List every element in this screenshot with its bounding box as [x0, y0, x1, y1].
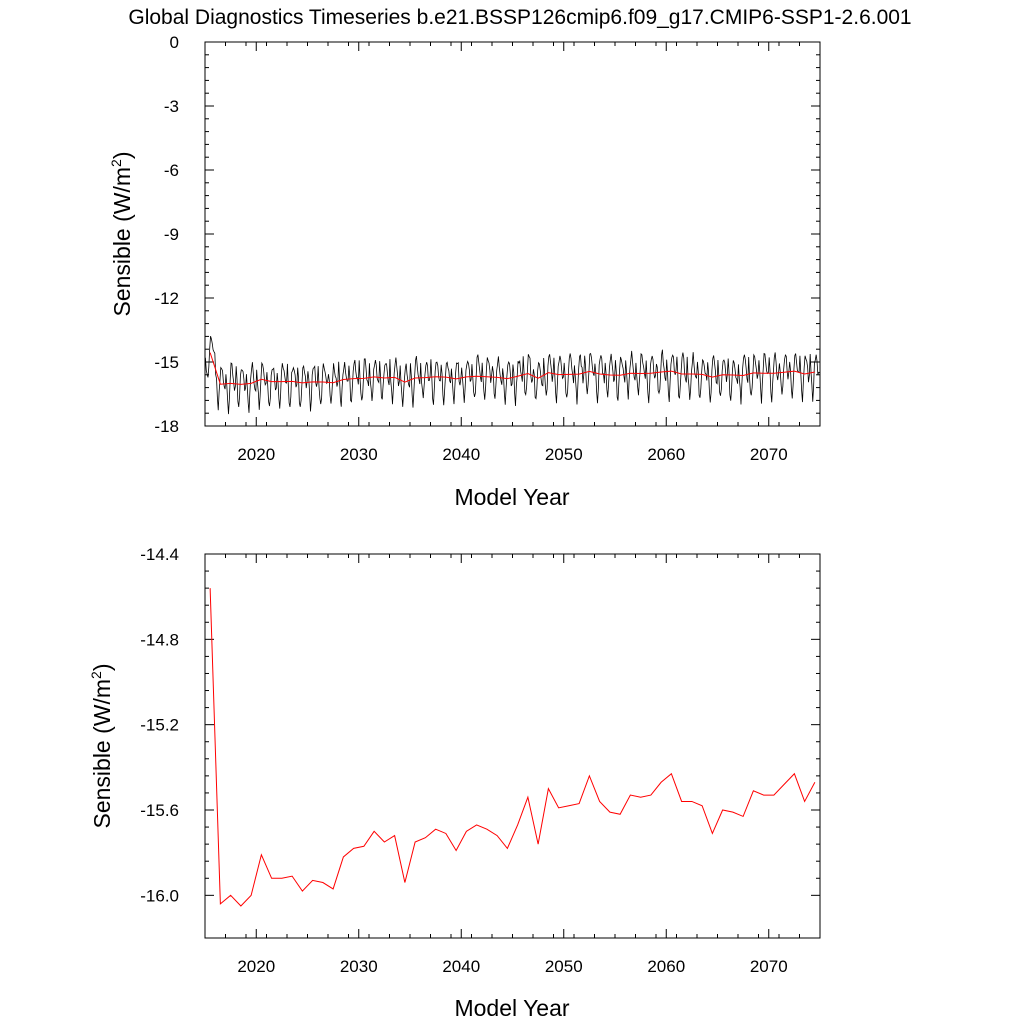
top-panel: 2020 2030 2040 2050 2060 2070 0 -3 -6 -9 -12 -15 -18… [108, 33, 821, 510]
bottom-ticks: 2020 2030 2040 2050 2060 2070 -14.4 -14.8 -15.2 -… [140, 545, 821, 976]
top-ticks: 2020 2030 2040 2050 2060 2070 0 -3 -6 -9 -12 -15 -18 [154, 33, 821, 464]
bottom-ytick-label: -14.4 [140, 545, 179, 564]
top-xtick-label: 2020 [237, 445, 275, 464]
top-xtick-label: 2040 [442, 445, 480, 464]
chart-title: Global Diagnostics Timeseries b.e21.BSSP… [128, 6, 911, 29]
bottom-xaxis-label: Model Year [454, 995, 569, 1021]
bottom-xtick-label: 2050 [545, 957, 583, 976]
bottom-xtick-label: 2040 [442, 957, 480, 976]
top-annual-series-line [209, 352, 815, 385]
top-xtick-label: 2030 [340, 445, 378, 464]
bottom-plot-frame [204, 553, 821, 939]
top-xtick-label: 2050 [545, 445, 583, 464]
bottom-annual-series-line [209, 588, 816, 907]
bottom-ytick-label: -16.0 [140, 886, 179, 905]
bottom-panel: 2020 2030 2040 2050 2060 2070 -14.4 -14.8 -15.2 -… [88, 545, 821, 1021]
top-plot-frame [204, 41, 821, 427]
top-ytick-label: -6 [164, 161, 179, 180]
bottom-ytick-label: -15.2 [140, 716, 179, 735]
top-plot-area [205, 336, 820, 415]
top-xaxis-label: Model Year [454, 484, 569, 510]
top-xtick-label: 2070 [750, 445, 788, 464]
top-xtick-label: 2060 [647, 445, 685, 464]
top-ytick-label: -9 [164, 225, 179, 244]
bottom-plot-area [209, 588, 816, 907]
bottom-xtick-label: 2030 [340, 957, 378, 976]
top-ytick-label: 0 [170, 33, 179, 52]
top-yaxis-label: Sensible (W/m2) [108, 151, 135, 316]
bottom-ytick-label: -14.8 [140, 630, 179, 649]
bottom-xtick-label: 2020 [237, 957, 275, 976]
bottom-ytick-label: -15.6 [140, 801, 179, 820]
top-monthly-series-line [205, 336, 820, 415]
top-ytick-label: -18 [154, 417, 179, 436]
top-ytick-label: -3 [164, 97, 179, 116]
bottom-yaxis-label: Sensible (W/m2) [88, 663, 115, 828]
bottom-xtick-label: 2070 [750, 957, 788, 976]
top-ytick-label: -12 [154, 289, 179, 308]
top-ytick-label: -15 [154, 353, 179, 372]
bottom-xtick-label: 2060 [647, 957, 685, 976]
